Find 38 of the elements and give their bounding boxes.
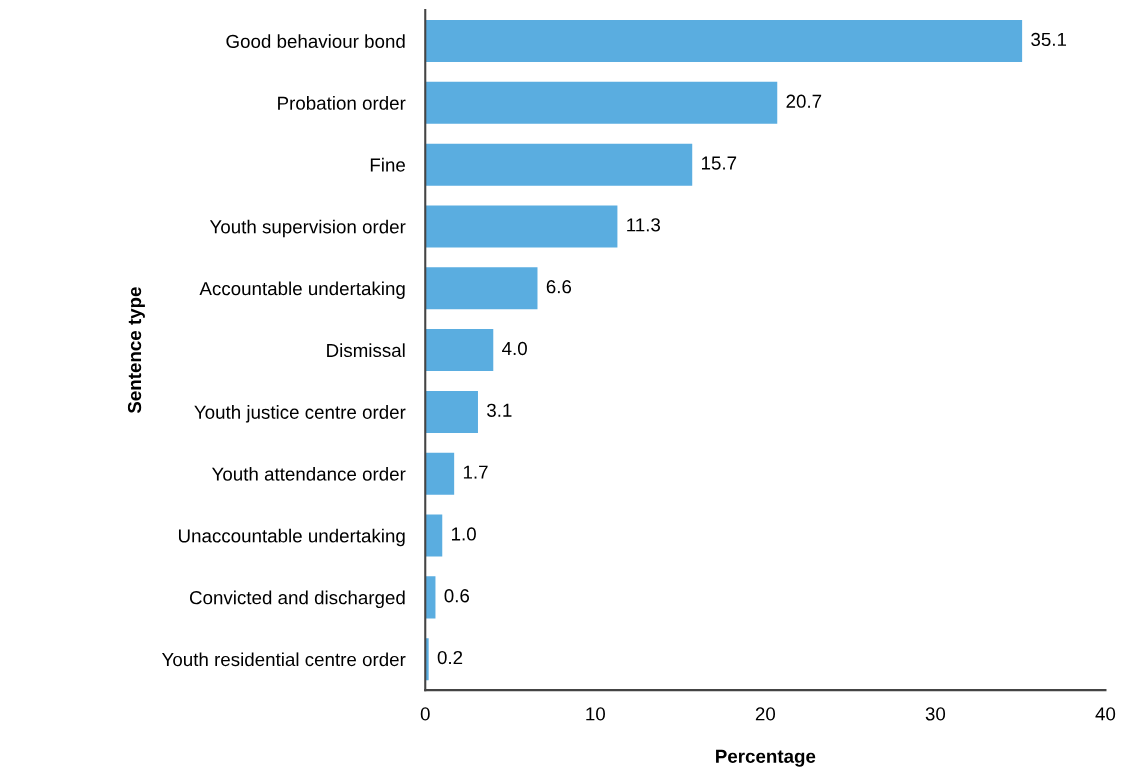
y-tick-label: Youth attendance order: [211, 466, 406, 481]
y-tick-label: Probation order: [278, 96, 406, 110]
bar: [425, 514, 443, 557]
bar: [425, 452, 455, 495]
y-tick-label: Youth supervision order: [209, 219, 406, 238]
y-tick-label: Good behaviour bond: [226, 34, 405, 48]
bar: [425, 390, 478, 433]
data-label: 6.6: [546, 280, 572, 294]
bar: [425, 205, 618, 248]
x-tick-label: 30: [925, 707, 946, 721]
x-tick-label: 0: [420, 707, 430, 721]
x-tick-label: 20: [755, 707, 776, 721]
y-tick-label: Youth justice centre order: [194, 405, 406, 423]
x-tick-label: 10: [586, 707, 605, 721]
bar: [425, 81, 778, 124]
x-tick-label: 40: [1095, 707, 1116, 721]
y-tick-label: Fine: [370, 157, 405, 172]
y-tick-label: Youth residential centre order: [161, 652, 406, 667]
data-label: 20.7: [786, 94, 822, 108]
data-label: 0.2: [437, 650, 463, 665]
bar: [425, 143, 693, 186]
bar: [425, 329, 494, 372]
data-label: 35.1: [1031, 32, 1067, 47]
data-label: 15.7: [701, 156, 737, 170]
y-tick-label: Dismissal: [327, 343, 405, 358]
y-tick-label: Unaccountable undertaking: [178, 528, 405, 547]
y-axis-title: Sentence type: [127, 287, 145, 414]
bar: [425, 267, 538, 310]
data-label: 4.0: [502, 341, 527, 356]
data-label: 0.6: [444, 589, 470, 603]
data-label: 1.7: [463, 465, 488, 479]
y-tick-label: Convicted and discharged: [189, 590, 405, 609]
y-tick-label: Accountable undertaking: [199, 281, 405, 299]
data-label: 1.0: [452, 527, 476, 541]
x-axis-title: Percentage: [716, 749, 816, 767]
data-label: 11.3: [627, 218, 661, 232]
bar: [425, 20, 1023, 63]
data-label: 3.1: [487, 403, 512, 417]
